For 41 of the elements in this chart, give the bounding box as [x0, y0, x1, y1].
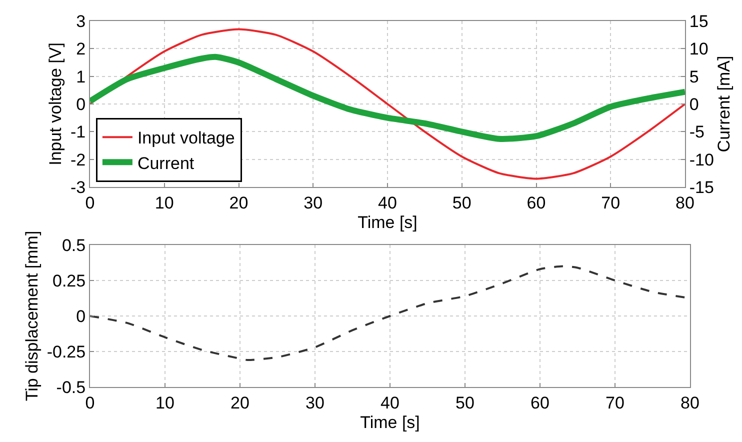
y-tick-label: 0.25 — [52, 271, 86, 290]
y-tick-label: 0 — [76, 306, 86, 326]
y-tick-label: -0.5 — [56, 378, 86, 397]
x-tick-label: 50 — [452, 193, 472, 212]
y-tick-label: 3 — [76, 12, 86, 31]
y-axis-title: Input voltage [V] — [46, 42, 66, 166]
x-tick-label: 20 — [229, 193, 248, 212]
x-tick-label: 60 — [526, 193, 546, 212]
y-tick-label: 0.5 — [62, 236, 86, 255]
x-tick-label: 10 — [154, 193, 174, 212]
line-series — [90, 28, 685, 180]
legend-label: Current — [137, 154, 194, 173]
x-tick-label: 20 — [230, 393, 250, 412]
y2-tick-label: -10 — [689, 150, 714, 170]
x-tick-label: 50 — [456, 393, 474, 412]
x-tick-label: 30 — [306, 393, 324, 412]
legend-label: Input voltage — [137, 128, 235, 148]
x-axis-title: Time [s] — [358, 212, 418, 232]
y2-axis-title: Current [mA] — [714, 56, 734, 152]
y2-tick-label: 5 — [689, 67, 699, 86]
x-tick-label: 60 — [530, 393, 550, 412]
y2-tick-label: 15 — [689, 12, 708, 31]
y-tick-label: 0 — [76, 94, 86, 114]
x-tick-label: 80 — [680, 393, 700, 412]
x-tick-label: 30 — [304, 193, 323, 212]
x-tick-label: 70 — [606, 393, 624, 412]
x-tick-label: 40 — [378, 193, 397, 212]
y-tick-label: 2 — [76, 40, 86, 59]
y2-tick-label: 10 — [689, 40, 708, 59]
y2-tick-label: 0 — [689, 94, 699, 114]
y-tick-label: -0.25 — [46, 342, 86, 362]
y-axis-title: Tip displacement [mm] — [22, 230, 42, 402]
y-tick-label: -1 — [70, 122, 86, 142]
x-tick-label: 40 — [380, 393, 400, 412]
x-axis-title: Time [s] — [360, 412, 420, 432]
y-tick-label: 1 — [76, 67, 86, 86]
y-tick-label: -2 — [70, 150, 86, 170]
y2-tick-label: -5 — [689, 122, 705, 142]
y-tick-label: -3 — [70, 178, 86, 197]
x-tick-label: 10 — [156, 393, 174, 412]
x-tick-label: 70 — [601, 193, 620, 212]
